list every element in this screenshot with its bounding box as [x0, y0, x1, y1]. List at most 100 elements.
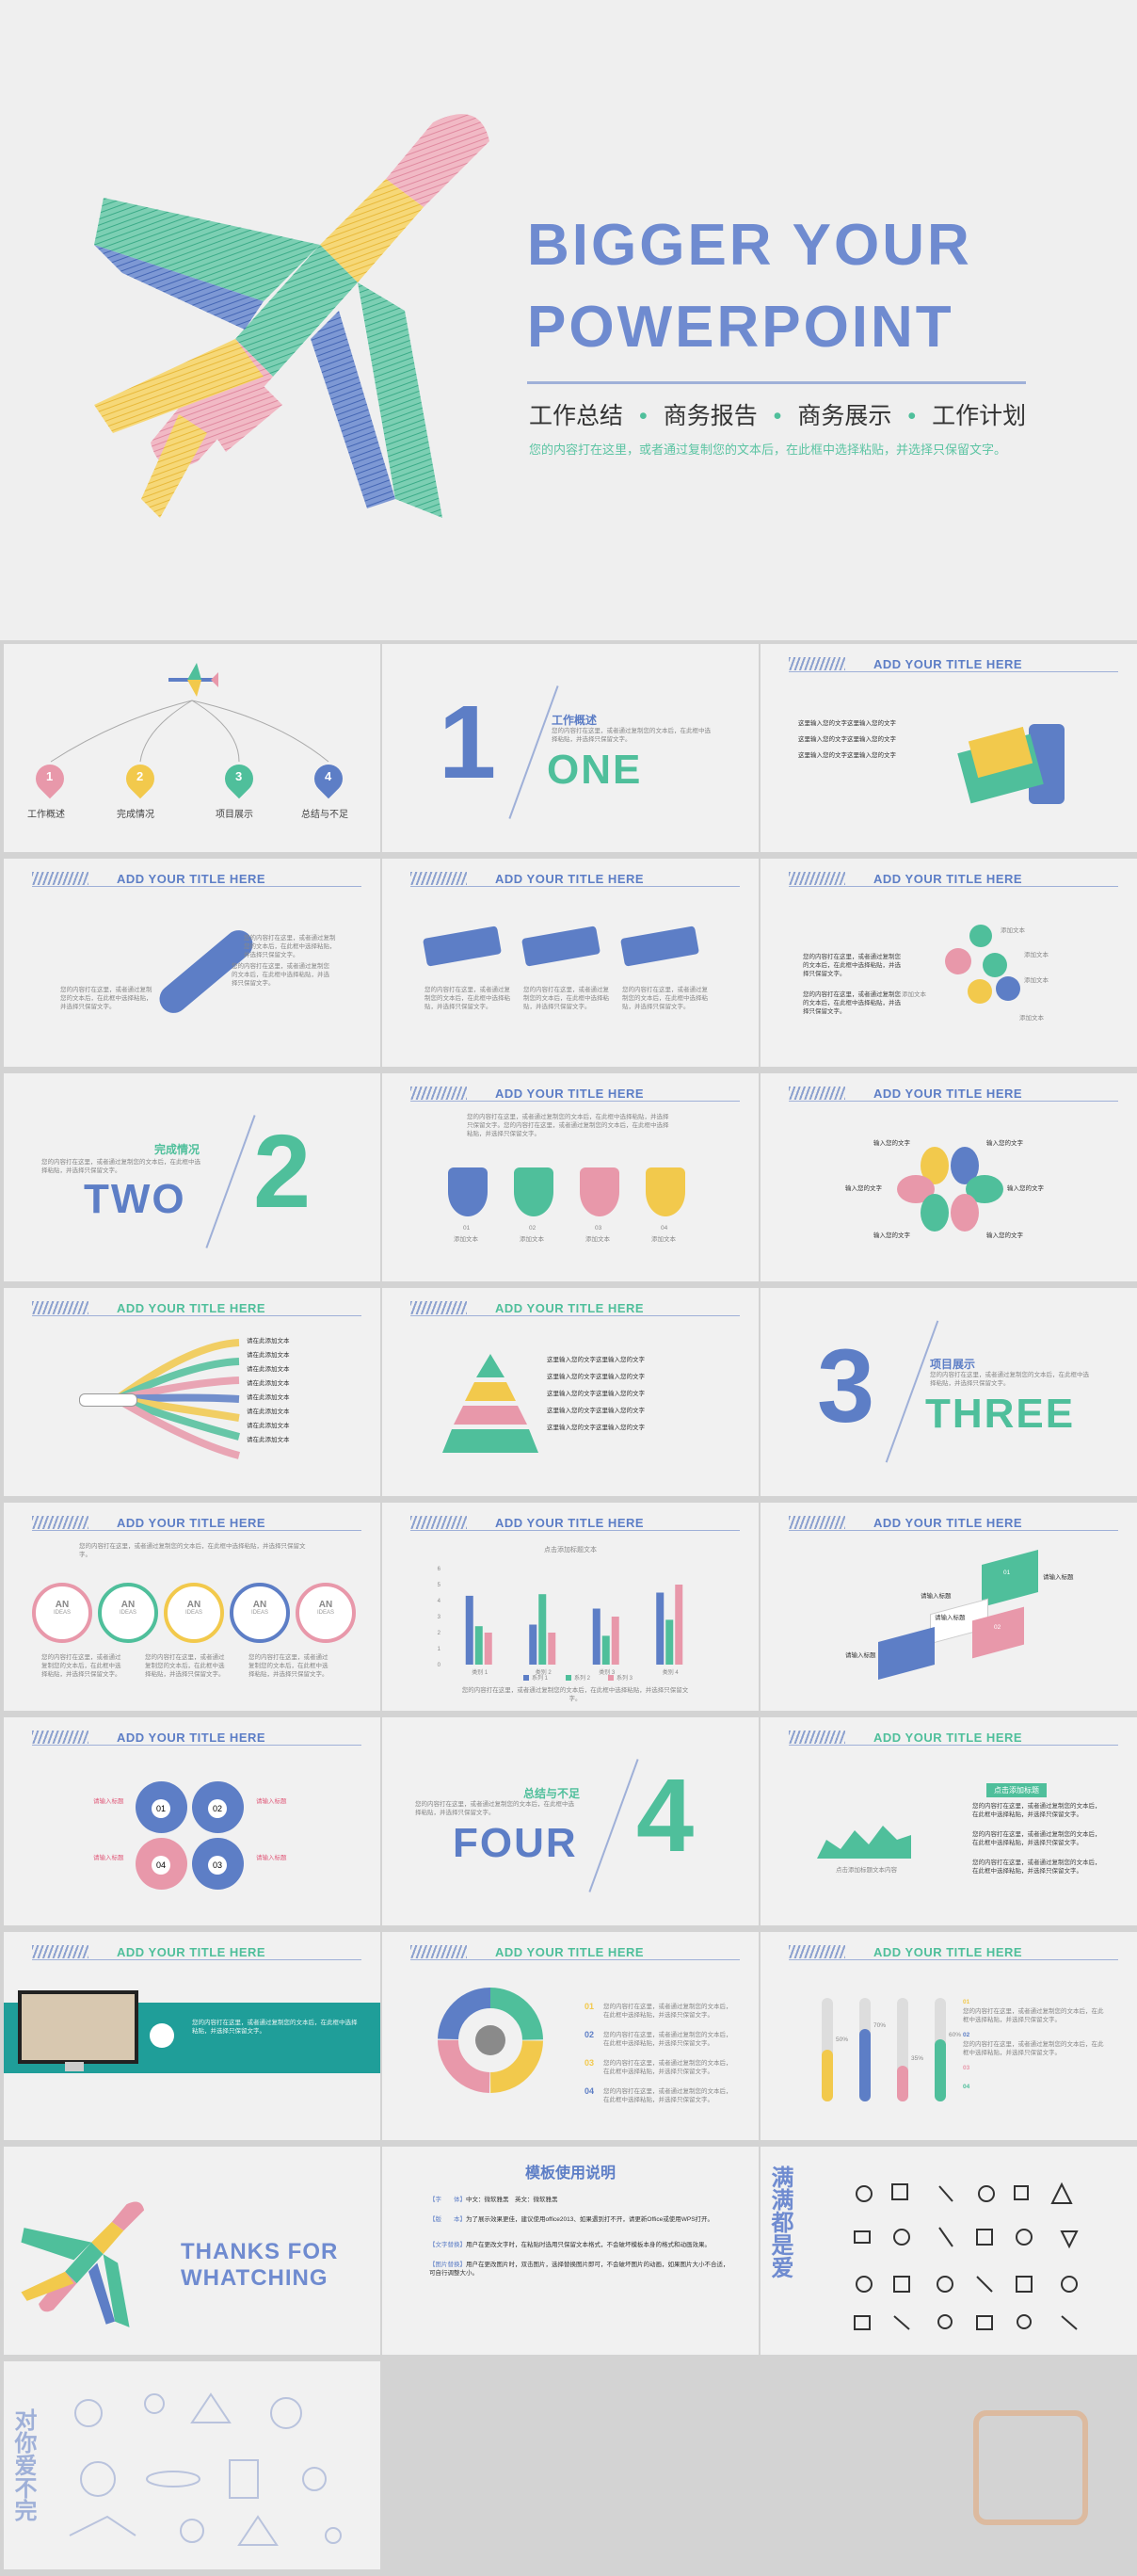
gauge-value: 60% — [949, 2032, 962, 2038]
slide-quad-numbers[interactable]: ADD YOUR TITLE HERE 01 02 04 03 请输入标题 请输… — [4, 1717, 380, 1925]
paragraph: 您的内容打在这里，或者通过复制您的文本后，在此框中选择粘贴，并选择只保留文字。 — [424, 987, 510, 1010]
slide-area[interactable]: ADD YOUR TITLE HERE 点击添加标题 点击添加标题文本内容 您的… — [761, 1717, 1137, 1925]
pyramid-item: 这里输入您的文字这里输入您的文字 — [547, 1408, 645, 1414]
thanks-line1: THANKS FOR — [181, 2239, 339, 2264]
fan-item: 请在此添加文本 — [247, 1423, 290, 1429]
slide-pen[interactable]: ADD YOUR TITLE HERE 您的内容打在这里，或者通过复制您的文本后… — [4, 859, 380, 1067]
agenda-label: 总结与不足 — [301, 810, 348, 820]
section-word: TWO — [84, 1176, 186, 1222]
paragraph: 您的内容打在这里，或者通过复制您的文本后，在此框中选择粘贴，并选择只保留文字。 — [60, 987, 152, 1010]
slide-icons[interactable]: 满满都是爱 — [761, 2147, 1137, 2355]
slide-space-doodles[interactable]: 对你爱不完 — [4, 2361, 380, 2569]
cube-label: 请输入标题 — [1043, 1574, 1074, 1581]
paragraph: 您的内容打在这里，或者通过复制您的文本后，在此框中选择粘贴，并选择只保留文字。 — [972, 1831, 1101, 1846]
slide-bar-chart[interactable]: ADD YOUR TITLE HERE 点击添加标题文本 0 1 2 3 4 5 6 类别 1… — [382, 1503, 759, 1711]
bubble-label: 添加文本 — [1024, 952, 1049, 958]
shield-icon — [514, 1167, 553, 1216]
slide-thanks[interactable]: THANKS FOR WHATCHING — [4, 2147, 380, 2355]
section-word: ONE — [547, 747, 643, 793]
slide-title: ADD YOUR TITLE HERE — [495, 1301, 645, 1315]
slide-bubbles[interactable]: ADD YOUR TITLE HERE 您的内容打在这里，或者通过复制您的文本后… — [761, 859, 1137, 1067]
slide-title: ADD YOUR TITLE HERE — [117, 1945, 266, 1959]
ring-text: AN — [186, 1600, 201, 1610]
title-slide[interactable]: BIGGER YOUR POWERPOINT 工作总结 • 商务报告 • 商务展… — [0, 0, 1137, 640]
slide-pyramid[interactable]: ADD YOUR TITLE HERE 这里输入您的文字这里输入您的文字 这里输… — [382, 1288, 759, 1496]
icon-card — [620, 926, 699, 967]
title-bar: ADD YOUR TITLE HERE — [382, 1512, 759, 1533]
title-bar: ADD YOUR TITLE HERE — [382, 1297, 759, 1318]
bar — [538, 1594, 547, 1665]
slide-section-one[interactable]: 1 工作概述 您的内容打在这里，或者通过复制您的文本后，在此框中选择粘贴，并选择… — [382, 644, 759, 852]
slide-title: ADD YOUR TITLE HERE — [495, 1087, 645, 1101]
quad-label: 请输入标题 — [256, 1798, 287, 1805]
slide-title: ADD YOUR TITLE HERE — [873, 1731, 1023, 1745]
usage-row: 【文字替换】用户在更改文字时，在粘贴时选用只保留文本格式，不会破坏模板本身的格式… — [429, 2241, 730, 2249]
paragraph: 您的内容打在这里，或者通过复制您的文本后，在此框中选择粘贴，并选择只保留文字。 — [41, 1654, 121, 1678]
slide-title: ADD YOUR TITLE HERE — [495, 872, 645, 886]
slide-monitor[interactable]: ADD YOUR TITLE HERE 您的内容打在这里，或者通过复制您的文本后… — [4, 1932, 380, 2140]
agenda-num: 2 — [136, 769, 144, 783]
slide-usage[interactable]: 模板使用说明 【字 体】中文：微软雅黑 英文：微软雅黑 【版 本】为了展示效果更… — [382, 2147, 759, 2355]
title-bar: ADD YOUR TITLE HERE — [382, 868, 759, 889]
gauge-num: 01 — [963, 1999, 970, 2005]
donut-num: 03 — [585, 2058, 595, 2068]
bubble-label: 添加文本 — [1024, 977, 1049, 984]
shield-label: 添加文本 — [454, 1236, 478, 1243]
slide-circles[interactable]: ADD YOUR TITLE HERE 您的内容打在这里，或者通过复制您的文本后… — [4, 1503, 380, 1711]
slide-section-four[interactable]: 总结与不足 您的内容打在这里，或者通过复制您的文本后，在此框中选择粘贴，并选择只… — [382, 1717, 759, 1925]
slide-section-two[interactable]: 完成情况 您的内容打在这里，或者通过复制您的文本后，在此框中选择粘贴，并选择只保… — [4, 1073, 380, 1281]
section-number: 4 — [636, 1758, 695, 1874]
slide-agenda[interactable]: 1 2 3 4 工作概述 完成情况 项目展示 总结与不足 — [4, 644, 380, 852]
section-slash — [588, 1759, 639, 1892]
bar-chart: 点击添加标题文本 0 1 2 3 4 5 6 类别 1 类别 2 类别 3 类别 4 系列 1 系列 2… — [438, 1545, 683, 1682]
hero-title-line1: BIGGER YOUR — [527, 213, 972, 278]
slide-flower[interactable]: ADD YOUR TITLE HERE 输入您的文字 输入您的文字 输入您的文字… — [761, 1073, 1137, 1281]
gauge-num: 04 — [963, 2084, 970, 2090]
pyramid-list: 这里输入您的文字这里输入您的文字 这里输入您的文字这里输入您的文字 这里输入您的… — [547, 1356, 645, 1432]
vertical-text: 对你爱不完 — [10, 2408, 36, 2521]
gauge-num: 02 — [963, 2032, 970, 2038]
slide-plane-fan[interactable]: ADD YOUR TITLE HERE 请在此添加文本 请在此添加文本 请在此添… — [4, 1288, 380, 1496]
slide-three-icons[interactable]: ADD YOUR TITLE HERE 您的内容打在这里，或者通过复制您的文本后… — [382, 859, 759, 1067]
ring-label: IDEAS — [53, 1610, 71, 1616]
fan-item: 请在此添加文本 — [247, 1338, 290, 1344]
pyramid-item: 这里输入您的文字这里输入您的文字 — [547, 1391, 645, 1397]
title-bar: ADD YOUR TITLE HERE — [382, 1941, 759, 1962]
bar — [548, 1633, 556, 1665]
section-text: 您的内容打在这里，或者通过复制您的文本后，在此框中选择粘贴，并选择只保留文字。 — [415, 1801, 574, 1816]
slide-thermometers[interactable]: ADD YOUR TITLE HERE 50% 70% 35% 60% 01 您… — [761, 1932, 1137, 2140]
usage-key: 【字 体】 — [429, 2197, 466, 2203]
section-text: 您的内容打在这里，或者通过复制您的文本后，在此框中选择粘贴，并选择只保留文字。 — [552, 728, 711, 743]
bar — [529, 1624, 537, 1665]
slide-cube[interactable]: ADD YOUR TITLE HERE 请输入标题 请输入标题 请输入标题 请输… — [761, 1503, 1137, 1711]
paragraph: 您的内容打在这里，或者通过复制您的文本后，在此框中选择粘贴，并选择只保留文字。 — [232, 963, 329, 987]
slide-list-phone[interactable]: ADD YOUR TITLE HERE 这里输入您的文字这里输入您的文字 这里输… — [761, 644, 1137, 852]
bar — [474, 1626, 483, 1665]
section-text: 您的内容打在这里，或者通过复制您的文本后，在此框中选择粘贴，并选择只保留文字。 — [41, 1159, 200, 1174]
y-tick-label: 0 — [438, 1663, 441, 1668]
slide-shields[interactable]: ADD YOUR TITLE HERE 您的内容打在这里，或者通过复制您的文本后… — [382, 1073, 759, 1281]
slide-title: ADD YOUR TITLE HERE — [495, 1945, 645, 1959]
gauge — [859, 1998, 871, 2101]
agenda-num: 4 — [325, 769, 332, 783]
quad-label: 请输入标题 — [93, 1855, 124, 1861]
paragraph: 您的内容打在这里，或者通过复制您的文本后，在此框中选择粘贴，并选择只保留文字。 — [622, 987, 708, 1010]
bar — [611, 1617, 619, 1665]
bar — [675, 1585, 683, 1665]
bar — [592, 1608, 601, 1665]
x-tick-label: 类别 2 — [536, 1668, 552, 1676]
ring: AN IDEAS — [296, 1583, 356, 1643]
legend-label: 系列 3 — [617, 1674, 633, 1682]
slide-section-three[interactable]: 3 项目展示 您的内容打在这里，或者通过复制您的文本后，在此框中选择粘贴，并选择… — [761, 1288, 1137, 1496]
pyramid-item: 这里输入您的文字这里输入您的文字 — [547, 1357, 645, 1363]
title-bar: ADD YOUR TITLE HERE — [761, 868, 1137, 889]
bar — [484, 1633, 492, 1665]
slide-title: ADD YOUR TITLE HERE — [495, 1516, 645, 1530]
airplane-illustration — [94, 114, 489, 518]
title-bar: ADD YOUR TITLE HERE — [761, 1727, 1137, 1747]
slide-donut[interactable]: ADD YOUR TITLE HERE 01 02 03 04 您的内容打在这里… — [382, 1932, 759, 2140]
quad-num: 02 — [208, 1799, 227, 1818]
section-word: THREE — [925, 1391, 1076, 1437]
section-number: 2 — [253, 1114, 312, 1230]
shield-icon — [646, 1167, 685, 1216]
